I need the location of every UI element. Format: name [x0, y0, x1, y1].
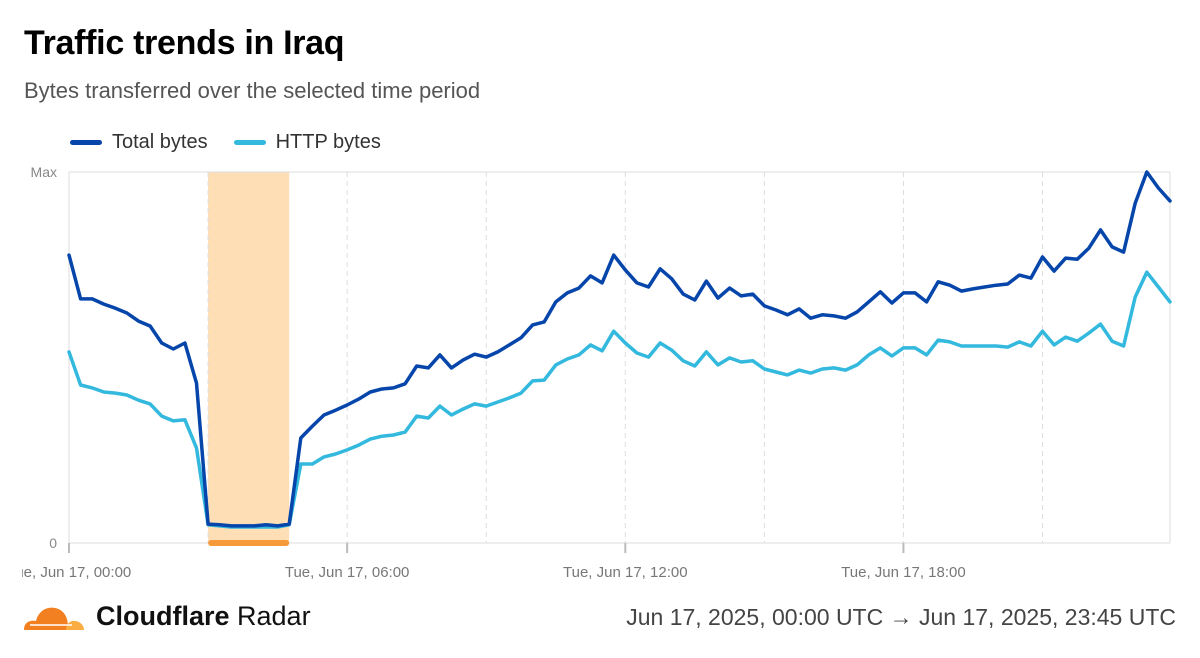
- page-subtitle: Bytes transferred over the selected time…: [24, 78, 481, 103]
- cloudflare-cloud-icon: [24, 607, 84, 630]
- legend-swatch-http: [233, 140, 266, 145]
- chart-legend: Total bytes HTTP bytes: [70, 131, 381, 154]
- line-chart: 0 Max Tue, Jun 17, 00:00 Tue, Jun 17, 06:00…: [7, 164, 1172, 581]
- x-tick-label: Tue, Jun 17, 06:00: [285, 564, 410, 581]
- x-tick-label: Tue, Jun 17, 18:00: [841, 564, 966, 581]
- x-tick-label: Tue, Jun 17, 12:00: [563, 564, 688, 581]
- cloudflare-radar-logo[interactable]: Cloudflare Radar: [22, 600, 311, 632]
- brand-name: Cloudflare Radar: [96, 600, 311, 631]
- legend-item-http-bytes[interactable]: HTTP bytes: [233, 131, 381, 154]
- series-line-total-bytes: [67, 170, 1172, 528]
- legend-swatch-total: [70, 140, 102, 145]
- y-tick-label: Max: [31, 164, 57, 180]
- page-title: Traffic trends in Iraq: [24, 24, 345, 62]
- date-range: Jun 17, 2025, 00:00 UTC → Jun 17, 2025, …: [626, 604, 1176, 630]
- outage-band: [208, 172, 290, 543]
- x-tick-label: Tue, Jun 17, 00:00: [7, 564, 132, 581]
- legend-label-http: HTTP bytes: [275, 131, 381, 153]
- outage-marker: [208, 540, 290, 546]
- legend-item-total-bytes[interactable]: Total bytes: [70, 131, 208, 154]
- legend-label-total: Total bytes: [112, 131, 208, 153]
- y-tick-label: 0: [49, 535, 57, 551]
